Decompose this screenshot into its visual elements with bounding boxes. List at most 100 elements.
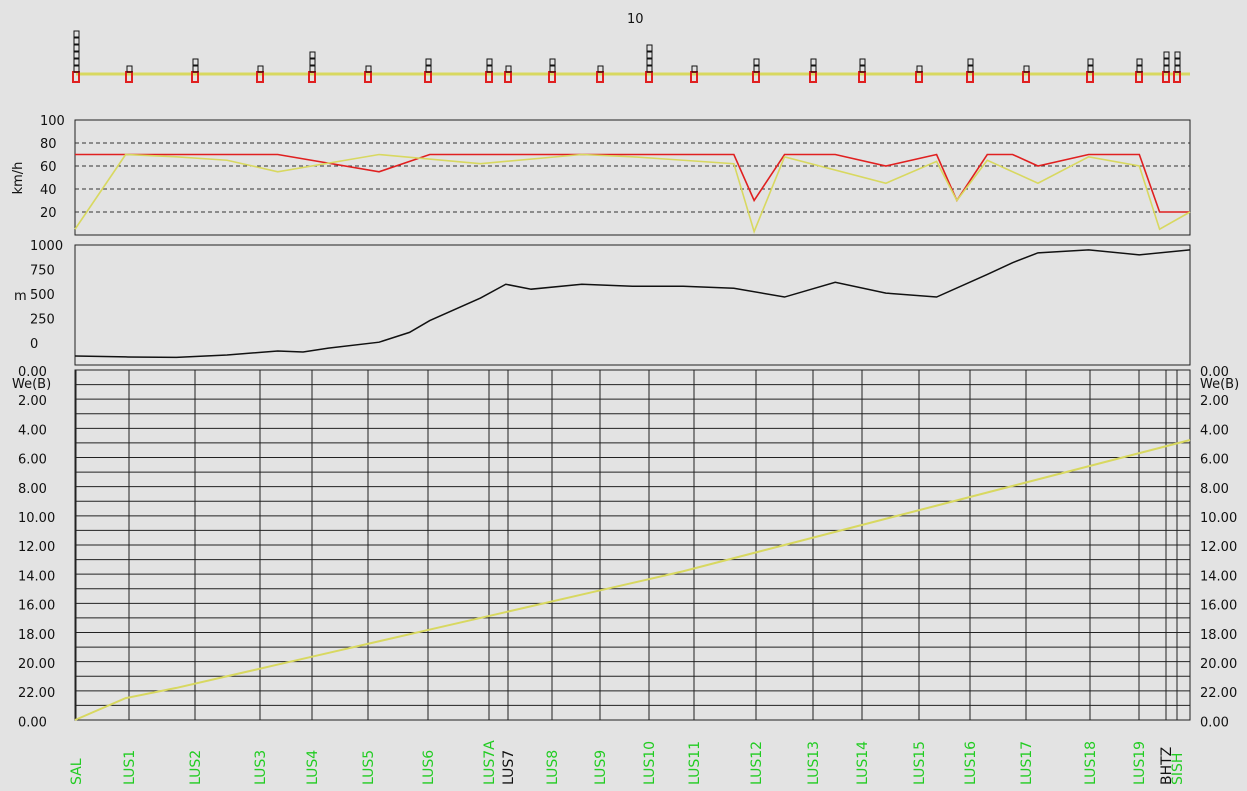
time-tick-right: 2.00 xyxy=(1200,394,1229,409)
time-tick-left: 12.00 xyxy=(18,540,55,555)
station-label: SISH xyxy=(1170,753,1186,785)
elevation-series xyxy=(74,249,1191,359)
signal-icon xyxy=(1087,58,1094,66)
time-axis-label-left: We(B) xyxy=(12,377,51,392)
signal-icon xyxy=(1174,51,1181,59)
time-tick-left: 16.00 xyxy=(18,599,55,614)
station-label: LUS3 xyxy=(253,750,269,785)
actual-speed-series xyxy=(74,153,1191,234)
time-tick-left: 22.00 xyxy=(18,686,55,701)
signal-icon xyxy=(425,65,432,73)
signal-icon xyxy=(1136,65,1143,73)
signal-icon xyxy=(810,58,817,66)
station-label: LUS9 xyxy=(593,750,609,785)
station-label: LUS15 xyxy=(912,741,928,785)
time-tick-right: 12.00 xyxy=(1200,540,1237,555)
signal-icon xyxy=(73,44,80,52)
speed-tick-label: 100 xyxy=(40,114,65,129)
timetable-panel: 0.00 0.00 2.00 2.00 4.00 4.00 6.00 6.00 8.00 8.00… xyxy=(12,365,1239,730)
time-tick-left: 20.00 xyxy=(18,657,55,672)
signal-icon xyxy=(73,51,80,59)
signal-icon xyxy=(646,58,653,66)
station-label: LUS6 xyxy=(421,750,437,785)
station-label: LUS14 xyxy=(855,741,871,785)
time-tick-right: 16.00 xyxy=(1200,599,1237,614)
signal-icon xyxy=(549,65,556,73)
signal-icon xyxy=(73,37,80,45)
signal-icon xyxy=(859,65,866,73)
speed-axis-label: km/h xyxy=(11,162,26,195)
time-tick-left: 4.00 xyxy=(18,423,47,438)
signal-icon xyxy=(967,58,974,66)
signal-icon xyxy=(967,65,974,73)
signal-icon xyxy=(1087,65,1094,73)
station-label: LUS16 xyxy=(963,741,979,785)
timetable-series xyxy=(74,439,1191,721)
station-label: LUS19 xyxy=(1132,741,1148,785)
signal-icon xyxy=(486,65,493,73)
time-tick-right: 0.00 xyxy=(1200,715,1229,730)
signal-icon xyxy=(1174,65,1181,73)
time-tick-right: 20.00 xyxy=(1200,657,1237,672)
station-labels: SAL LUS1 LUS2 LUS3 LUS4 LUS5 LUS6 LUS7A LUS7 LUS8… xyxy=(69,740,1186,785)
train-number-label: 10 xyxy=(627,12,644,27)
signal-icon xyxy=(859,58,866,66)
time-tick-right: 8.00 xyxy=(1200,482,1229,497)
elevation-axis-label: m xyxy=(14,289,27,304)
time-tick-left: 0.00 xyxy=(18,365,47,380)
station-label: SAL xyxy=(69,758,85,785)
signal-icon xyxy=(1163,65,1170,73)
speed-limit-series xyxy=(75,153,1190,213)
signal-icon xyxy=(916,65,923,73)
station-label: LUS7 xyxy=(501,750,517,785)
time-axis-label-right: We(B) xyxy=(1200,377,1239,392)
signal-icon xyxy=(691,65,698,73)
station-label: LUS2 xyxy=(188,750,204,785)
signal-icon xyxy=(365,65,372,73)
signal-icon xyxy=(257,65,264,73)
station-label: LUS1 xyxy=(122,750,138,785)
elevation-tick-label: 750 xyxy=(30,264,55,279)
time-tick-left: 8.00 xyxy=(18,482,47,497)
signal-icon xyxy=(549,58,556,66)
signal-icon xyxy=(505,65,512,73)
time-tick-right: 6.00 xyxy=(1200,453,1229,468)
signal-icon xyxy=(192,58,199,66)
time-tick-right: 0.00 xyxy=(1200,365,1229,380)
elevation-tick-label: 1000 xyxy=(30,239,63,254)
time-tick-left: 10.00 xyxy=(18,511,55,526)
station-label: LUS17 xyxy=(1019,741,1035,785)
signal-icon xyxy=(309,65,316,73)
signal-icon xyxy=(309,51,316,59)
time-tick-right: 10.00 xyxy=(1200,511,1237,526)
speed-frame xyxy=(74,119,1191,236)
signal-icon xyxy=(1163,58,1170,66)
time-tick-left: 6.00 xyxy=(18,453,47,468)
station-label: LUS18 xyxy=(1083,741,1099,785)
signal-icon xyxy=(73,30,80,38)
signal-icon xyxy=(1136,58,1143,66)
time-tick-right: 22.00 xyxy=(1200,686,1237,701)
time-tick-right: 4.00 xyxy=(1200,423,1229,438)
signal-icon xyxy=(192,65,199,73)
time-tick-right: 18.00 xyxy=(1200,628,1237,643)
station-label: LUS4 xyxy=(305,750,321,785)
time-tick-right: 14.00 xyxy=(1200,569,1237,584)
signal-icon xyxy=(646,44,653,52)
speed-tick-label: 20 xyxy=(40,206,57,221)
station-label: LUS5 xyxy=(361,750,377,785)
signal-icon xyxy=(597,65,604,73)
elevation-tick-label: 250 xyxy=(30,313,55,328)
time-tick-left: 18.00 xyxy=(18,628,55,643)
signal-icon xyxy=(1174,58,1181,66)
signal-icon xyxy=(646,65,653,73)
signal-icon xyxy=(309,58,316,66)
signal-icon xyxy=(425,58,432,66)
track-strip xyxy=(72,30,1190,83)
elevation-frame xyxy=(74,244,1191,366)
time-tick-left: 0.00 xyxy=(18,715,47,730)
signal-icon xyxy=(646,51,653,59)
station-label: LUS11 xyxy=(687,741,703,785)
signal-icon xyxy=(73,58,80,66)
station-label: LUS13 xyxy=(806,741,822,785)
